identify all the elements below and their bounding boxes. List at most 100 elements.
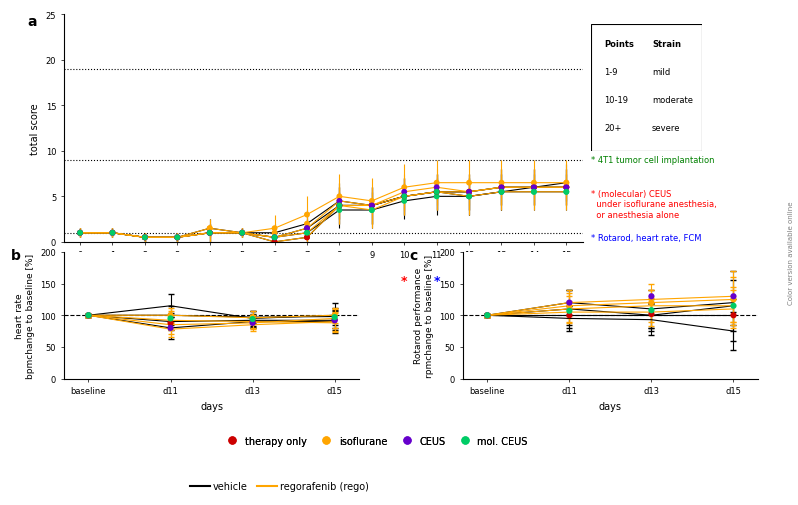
- Point: [560, 188, 573, 196]
- Y-axis label: Rotarod performance
rpmchange to baseline [%]: Rotarod performance rpmchange to baselin…: [414, 254, 434, 377]
- Text: *: *: [207, 274, 213, 287]
- Point: [106, 229, 119, 237]
- Point: [495, 188, 508, 196]
- Text: * 4T1 tumor cell implantation: * 4T1 tumor cell implantation: [591, 156, 714, 165]
- Point: [495, 188, 508, 196]
- Point: [235, 229, 248, 237]
- Text: *: *: [77, 274, 83, 287]
- Point: [527, 184, 540, 192]
- Point: [171, 234, 184, 242]
- Text: Color version available online: Color version available online: [788, 201, 794, 304]
- Point: [560, 184, 573, 192]
- Point: [527, 184, 540, 192]
- Point: [139, 234, 152, 242]
- Point: [727, 302, 740, 310]
- Point: [301, 225, 314, 233]
- Point: [82, 312, 95, 320]
- Point: [645, 310, 658, 318]
- Point: [247, 314, 259, 322]
- Point: [164, 324, 177, 332]
- Point: [106, 229, 119, 237]
- Point: [365, 207, 378, 215]
- Text: Points: Points: [604, 40, 634, 49]
- Point: [463, 179, 476, 187]
- Point: [164, 315, 177, 323]
- Text: *: *: [401, 274, 408, 287]
- Y-axis label: heart rate
bpmchange to baseline [%]: heart rate bpmchange to baseline [%]: [15, 253, 35, 378]
- Point: [268, 234, 281, 242]
- Text: b: b: [10, 249, 21, 263]
- Point: [235, 229, 248, 237]
- Point: [560, 184, 573, 192]
- Point: [365, 207, 378, 215]
- Point: [73, 229, 86, 237]
- Point: [301, 220, 314, 228]
- Point: [463, 193, 476, 201]
- Point: [430, 188, 443, 196]
- Point: [645, 299, 658, 307]
- Text: a: a: [27, 15, 37, 29]
- Text: *: *: [498, 274, 505, 287]
- Text: c: c: [409, 249, 417, 263]
- Point: [203, 229, 216, 237]
- Point: [106, 229, 119, 237]
- Point: [560, 184, 573, 192]
- FancyBboxPatch shape: [591, 25, 702, 152]
- Point: [247, 317, 259, 325]
- Point: [139, 234, 152, 242]
- Text: *: *: [498, 274, 505, 287]
- Point: [203, 225, 216, 233]
- Point: [398, 193, 411, 201]
- Point: [495, 184, 508, 192]
- Point: [139, 234, 152, 242]
- Point: [171, 234, 184, 242]
- Point: [495, 184, 508, 192]
- Point: [365, 202, 378, 210]
- Point: [301, 229, 314, 237]
- Point: [171, 234, 184, 242]
- Point: [645, 293, 658, 301]
- Text: Strain: Strain: [652, 40, 681, 49]
- Point: [560, 179, 573, 187]
- Point: [328, 314, 341, 322]
- Point: [365, 202, 378, 210]
- Point: [463, 188, 476, 196]
- Point: [203, 229, 216, 237]
- Point: [106, 229, 119, 237]
- Point: [73, 229, 86, 237]
- Point: [171, 234, 184, 242]
- Text: *: *: [271, 274, 278, 287]
- Point: [235, 229, 248, 237]
- Point: [563, 299, 575, 307]
- Point: [560, 188, 573, 196]
- Point: [73, 229, 86, 237]
- Point: [235, 229, 248, 237]
- Point: [365, 202, 378, 210]
- Point: [527, 184, 540, 192]
- Text: 1-9: 1-9: [604, 68, 618, 77]
- Point: [82, 312, 95, 320]
- Point: [235, 229, 248, 237]
- Point: [398, 184, 411, 192]
- Point: [333, 197, 346, 206]
- Point: [235, 229, 248, 237]
- Text: * (molecular) CEUS
  under isoflurane anesthesia,
  or anesthesia alone: * (molecular) CEUS under isoflurane anes…: [591, 190, 717, 219]
- Point: [495, 179, 508, 187]
- Point: [139, 234, 152, 242]
- Point: [301, 225, 314, 233]
- Point: [481, 312, 494, 320]
- Point: [171, 234, 184, 242]
- Point: [106, 229, 119, 237]
- Point: [481, 312, 494, 320]
- Point: [328, 316, 341, 324]
- Point: [171, 234, 184, 242]
- Point: [365, 197, 378, 206]
- Point: [365, 202, 378, 210]
- Point: [430, 193, 443, 201]
- Y-axis label: total score: total score: [30, 103, 40, 155]
- Point: [333, 197, 346, 206]
- Point: [82, 312, 95, 320]
- Point: [481, 312, 494, 320]
- Point: [365, 202, 378, 210]
- Point: [563, 302, 575, 310]
